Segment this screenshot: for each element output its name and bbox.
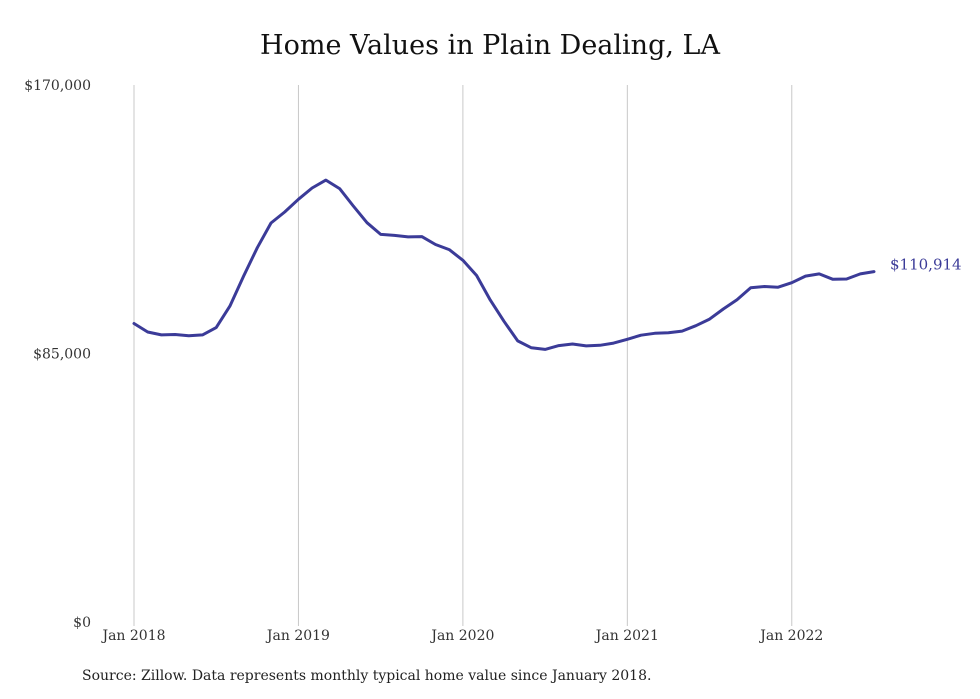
x-tick-label: Jan 2019 <box>265 628 330 644</box>
end-value-label: $110,914 <box>890 256 962 274</box>
x-axis-tick-labels: Jan 2018 Jan 2019 Jan 2020 Jan 2021 Jan 2022 <box>100 628 823 644</box>
end-label-group: $110,914 <box>890 256 962 274</box>
series-group <box>132 178 876 351</box>
y-tick-label: $0 <box>73 615 91 631</box>
y-tick-label: $170,000 <box>24 78 91 94</box>
source-note: Source: Zillow. Data represents monthly … <box>82 668 652 684</box>
x-tick-label: Jan 2018 <box>100 628 165 644</box>
x-tick-label: Jan 2022 <box>758 628 823 644</box>
x-tick-label: Jan 2020 <box>429 628 494 644</box>
x-tick-label: Jan 2021 <box>594 628 659 644</box>
y-tick-label: $85,000 <box>33 347 91 363</box>
y-axis-tick-labels: $0 $85,000 $170,000 <box>24 78 91 631</box>
gridlines <box>133 85 793 626</box>
chart-title: Home Values in Plain Dealing, LA <box>260 30 720 61</box>
series-line <box>132 178 876 351</box>
